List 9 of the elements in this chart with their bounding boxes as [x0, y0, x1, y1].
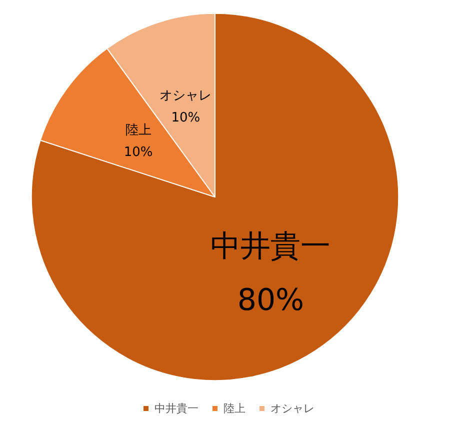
slice-label: 中井貴一: [210, 229, 331, 264]
data-label: 80%: [237, 283, 304, 318]
slice-label: オシャレ: [160, 88, 212, 104]
legend-label: 中井貴一: [154, 402, 198, 415]
slice-label: 陸上: [125, 122, 152, 138]
data-label: 10%: [171, 110, 200, 126]
legend-label: 陸上: [224, 402, 246, 415]
data-label: 10%: [124, 144, 153, 160]
legend-label: オシャレ: [270, 402, 314, 415]
